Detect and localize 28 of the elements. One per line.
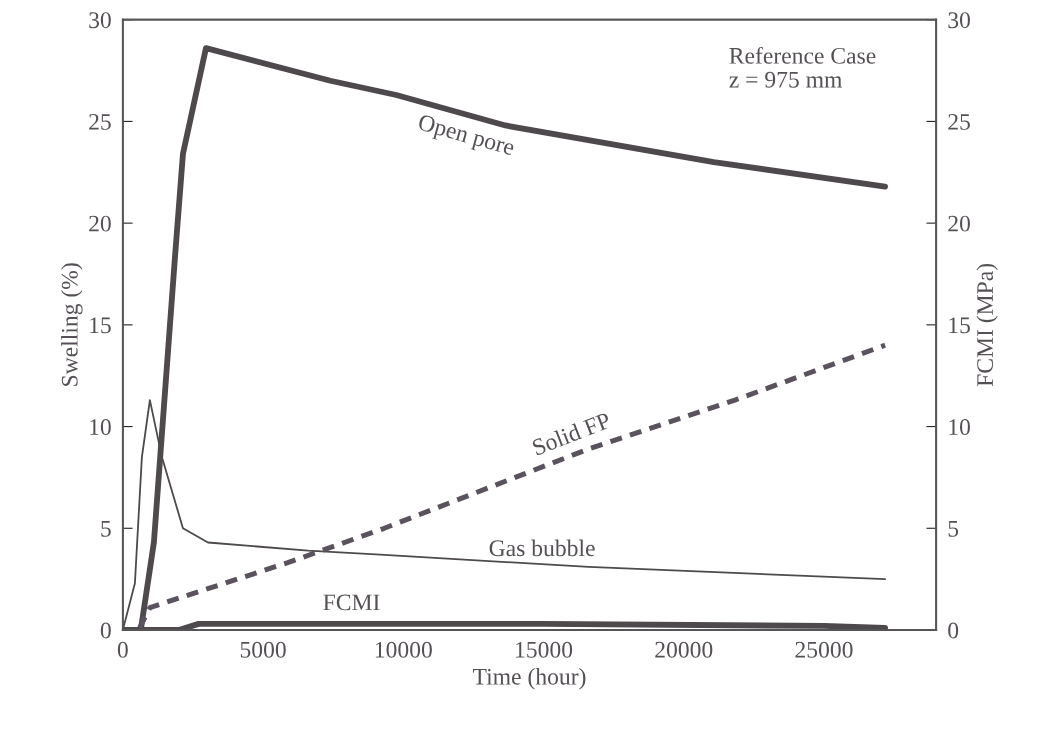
x-tick-label: 20000	[655, 641, 713, 658]
x-tick-label: 5000	[240, 641, 286, 658]
y-tick-label: 20	[89, 215, 111, 232]
y-tick-label: 0	[100, 622, 111, 639]
y2-tick-label: 0	[948, 622, 959, 639]
y2-tick-label: 15	[949, 317, 970, 334]
x-tick-label: 10000	[375, 641, 432, 658]
x-tick-label: 15000	[516, 641, 573, 658]
x-tick-label: 25000	[795, 641, 853, 658]
y2-tick-label: 30	[948, 12, 970, 29]
y2-axis-title: FCMI (MPa)	[976, 263, 998, 387]
y2-tick-label: 20	[948, 215, 970, 232]
series-label: Gas bubble	[489, 539, 595, 557]
x-axis-title: Time (hour)	[472, 668, 586, 690]
series-label: FCMI	[323, 594, 380, 611]
y-tick-label: 25	[89, 113, 111, 130]
text: Open pore	[416, 113, 516, 161]
x-tick-label: 0	[117, 641, 128, 658]
y-tick-label: 15	[90, 317, 111, 334]
y2-tick-label: 10	[949, 419, 970, 435]
y-tick-label: 5	[101, 521, 111, 537]
y2-tick-label: 5	[948, 521, 959, 537]
y-tick-label: 10	[90, 419, 111, 435]
text: Solid FP	[531, 411, 612, 456]
annotation: Reference Case z = 975 mm	[729, 46, 876, 88]
y-tick-label: 30	[89, 12, 111, 29]
y2-tick-label: 25	[948, 113, 970, 130]
y-axis-title: Swelling (%)	[61, 263, 83, 386]
